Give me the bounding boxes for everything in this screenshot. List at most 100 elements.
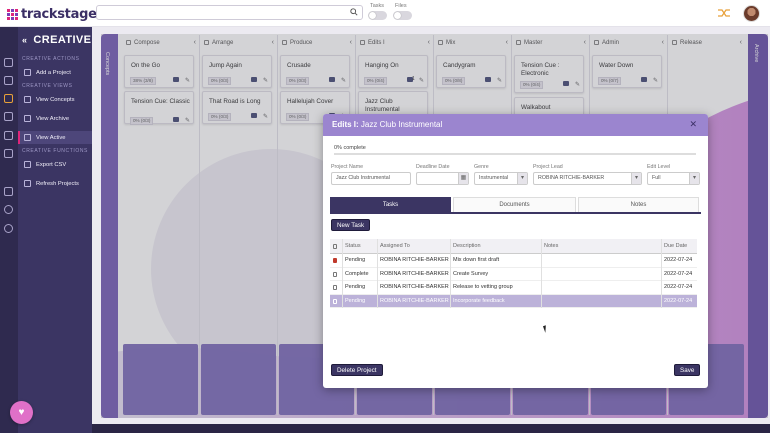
- deadline-field[interactable]: ▦: [416, 172, 469, 185]
- sidebar-item-add-project[interactable]: Add a Project: [18, 66, 92, 79]
- column-header-produce[interactable]: Produce ‹: [282, 37, 352, 48]
- tasks-switch[interactable]: [368, 11, 387, 20]
- delete-project-button[interactable]: Delete Project: [331, 364, 383, 376]
- table-row[interactable]: Pending ROBINA RITCHIE-BARKER Incorporat…: [330, 294, 697, 308]
- settings-icon[interactable]: [4, 149, 13, 158]
- close-icon[interactable]: ✕: [689, 119, 697, 129]
- project-card[interactable]: Tension Cue: Classic 0% (0/3) ✎: [124, 91, 194, 125]
- delete-task-icon[interactable]: [333, 285, 337, 290]
- edit-icon[interactable]: ✎: [263, 114, 269, 120]
- rocket-icon[interactable]: [4, 131, 13, 140]
- collapse-column-icon[interactable]: ‹: [505, 39, 508, 46]
- project-card[interactable]: Water Down 0% (0/7) ✎: [592, 55, 662, 88]
- column-header-notes[interactable]: Notes: [544, 243, 559, 249]
- comment-icon[interactable]: [407, 77, 413, 82]
- search-input[interactable]: [96, 5, 363, 20]
- collapse-column-icon[interactable]: ‹: [271, 39, 274, 46]
- shuffle-icon[interactable]: [717, 7, 731, 19]
- concepts-sidebar-tab[interactable]: Concepts: [101, 34, 118, 418]
- brand-name: trackstage: [21, 7, 97, 22]
- edit-icon[interactable]: ✎: [185, 118, 191, 124]
- column-header-assigned[interactable]: Assigned To: [380, 243, 410, 249]
- files-switch[interactable]: [393, 11, 412, 20]
- column-icon: [594, 40, 599, 45]
- edit-icon[interactable]: ✎: [575, 82, 581, 88]
- comment-icon[interactable]: [641, 77, 647, 82]
- project-card[interactable]: That Road is Long 0% (0/3) ✎: [202, 91, 272, 124]
- chat-help-button[interactable]: ♥: [10, 401, 33, 424]
- search-icon[interactable]: [350, 8, 358, 16]
- collapse-column-icon[interactable]: ‹: [661, 39, 664, 46]
- delete-task-icon[interactable]: [333, 271, 337, 277]
- comment-icon[interactable]: [485, 77, 491, 82]
- mic-icon[interactable]: [4, 94, 13, 103]
- delete-task-icon[interactable]: [333, 258, 337, 263]
- edit-icon[interactable]: ✎: [419, 78, 425, 84]
- comment-icon[interactable]: [173, 117, 179, 122]
- sidebar-item-refresh-projects[interactable]: Refresh Projects: [18, 177, 92, 190]
- edit-icon[interactable]: ✎: [341, 78, 347, 84]
- project-card[interactable]: Tension Cue : Electronic 0% (0/4) ✎: [514, 55, 584, 93]
- logo[interactable]: trackstage: [7, 7, 97, 22]
- collapse-icon[interactable]: «: [22, 35, 28, 45]
- column-header-mix[interactable]: Mix ‹: [438, 37, 508, 48]
- dashboard-icon[interactable]: [4, 58, 13, 67]
- table-row[interactable]: Complete ROBINA RITCHIE-BARKER Create Su…: [330, 268, 697, 281]
- sidebar-item-export-csv[interactable]: Export CSV: [18, 158, 92, 171]
- edit-icon[interactable]: ✎: [185, 78, 191, 84]
- project-lead-select[interactable]: ROBINA RITCHIE-BARKER ▾: [533, 172, 642, 185]
- genre-select[interactable]: Instrumental ▾: [474, 172, 528, 185]
- users-icon[interactable]: [4, 187, 13, 196]
- calendar-icon[interactable]: ▦: [458, 173, 468, 184]
- collapse-column-icon[interactable]: ‹: [739, 39, 742, 46]
- avatar[interactable]: [743, 5, 760, 22]
- edit-icon[interactable]: ✎: [653, 78, 659, 84]
- help-icon[interactable]: [4, 205, 13, 214]
- collapse-column-icon[interactable]: ‹: [427, 39, 430, 46]
- tab-tasks[interactable]: Tasks: [330, 197, 451, 212]
- delete-task-icon[interactable]: [333, 298, 337, 304]
- comment-icon[interactable]: [173, 77, 179, 82]
- column-header-edits[interactable]: Edits I ‹: [360, 37, 430, 48]
- comment-icon[interactable]: [329, 77, 335, 82]
- files-toggle[interactable]: Files: [393, 3, 412, 20]
- column-header-master[interactable]: Master ‹: [516, 37, 586, 48]
- tab-notes[interactable]: Notes: [578, 197, 699, 212]
- column-header-status[interactable]: Status: [345, 243, 361, 249]
- column-header-due-date[interactable]: Due Date: [664, 243, 688, 249]
- sidebar-item-view-concepts[interactable]: View Concepts: [18, 93, 92, 106]
- comment-icon[interactable]: [251, 77, 257, 82]
- column-header-arrange[interactable]: Arrange ‹: [204, 37, 274, 48]
- column-header-description[interactable]: Description: [453, 243, 481, 249]
- project-card[interactable]: On the Go 38% (3/8) ✎: [124, 55, 194, 88]
- project-card[interactable]: Jump Again 0% (0/3) ✎: [202, 55, 272, 88]
- comment-icon[interactable]: [563, 81, 569, 86]
- column-header-admin[interactable]: Admin ‹: [594, 37, 664, 48]
- edit-icon[interactable]: ✎: [263, 78, 269, 84]
- save-button[interactable]: Save: [674, 364, 701, 376]
- tools-icon[interactable]: [4, 112, 13, 121]
- edit-icon[interactable]: ✎: [497, 78, 503, 84]
- archive-sidebar-tab[interactable]: Archive: [748, 34, 768, 418]
- tab-documents[interactable]: Documents: [453, 197, 576, 212]
- collapse-column-icon[interactable]: ‹: [349, 39, 352, 46]
- column-header-compose[interactable]: Compose ‹: [126, 37, 196, 48]
- collapse-column-icon[interactable]: ‹: [583, 39, 586, 46]
- collapse-column-icon[interactable]: ‹: [193, 39, 196, 46]
- task-status: Pending: [345, 257, 366, 263]
- project-card[interactable]: Hanging On 0% (0/4) 1 ✎: [358, 55, 428, 88]
- project-card[interactable]: Candygram 0% (0/8) ✎: [436, 55, 506, 88]
- comment-icon[interactable]: [251, 113, 257, 118]
- table-row[interactable]: Pending ROBINA RITCHIE-BARKER Mix down f…: [330, 254, 697, 268]
- column-header-release[interactable]: Release ‹: [672, 37, 742, 48]
- music-icon[interactable]: [4, 76, 13, 85]
- project-name-field[interactable]: Jazz Club Instrumental: [331, 172, 411, 185]
- sidebar-item-view-active[interactable]: View Active: [18, 131, 92, 144]
- project-card[interactable]: Crusade 0% (0/3) ✎: [280, 55, 350, 88]
- table-row[interactable]: Pending ROBINA RITCHIE-BARKER Release to…: [330, 281, 697, 295]
- tasks-toggle[interactable]: Tasks: [368, 3, 387, 20]
- edit-level-select[interactable]: Full ▾: [647, 172, 700, 185]
- sidebar-item-view-archive[interactable]: View Archive: [18, 112, 92, 125]
- power-icon[interactable]: [4, 224, 13, 233]
- new-task-button[interactable]: New Task: [331, 219, 371, 231]
